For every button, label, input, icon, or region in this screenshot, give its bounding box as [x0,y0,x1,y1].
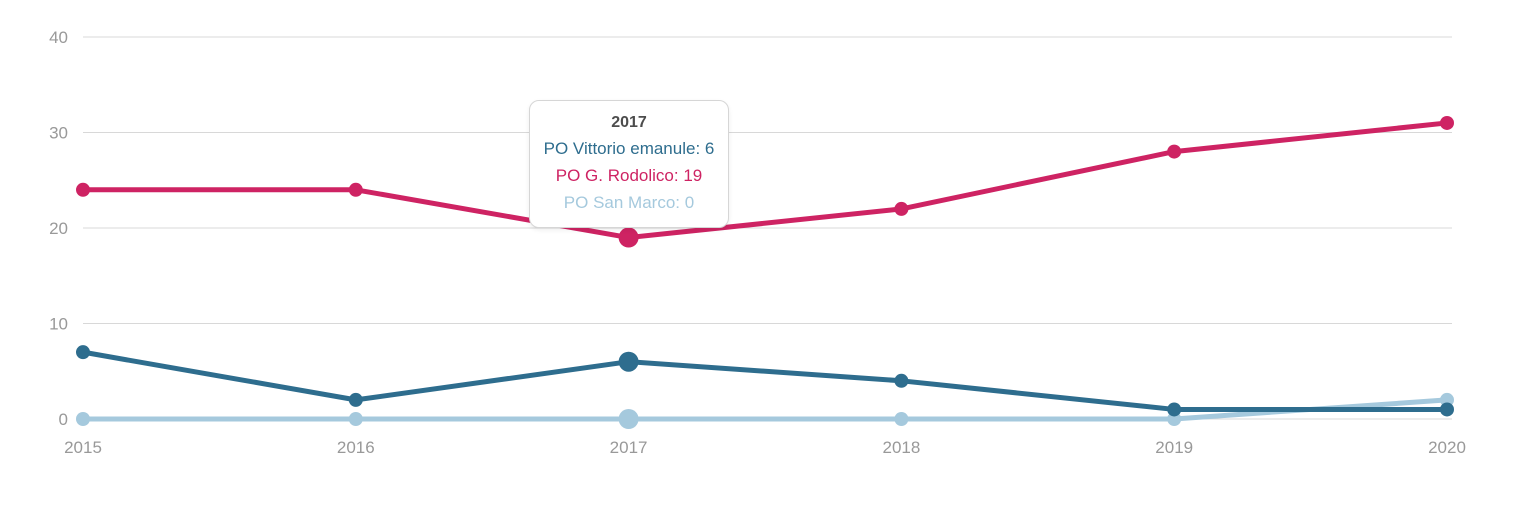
y-tick-label: 20 [49,219,68,238]
data-point-po-san-marco-2018[interactable] [894,412,909,426]
series-po-g-rodolico [76,115,1454,248]
x-tick-label: 2017 [610,438,648,457]
tooltip-items: PO Vittorio emanule: 6 PO G. Rodolico: 19… [530,135,728,216]
data-point-po-g-rodolico-2019[interactable] [1167,144,1182,159]
data-point-po-g-rodolico-2020[interactable] [1440,115,1454,130]
tooltip-item: PO Vittorio emanule: 6 [543,139,715,158]
data-point-po-g-rodolico-2016[interactable] [348,182,363,197]
data-point-po-vittorio-emanule-2020[interactable] [1440,402,1454,417]
x-tick-label: 2019 [1155,438,1193,457]
data-point-po-g-rodolico-2018[interactable] [894,201,909,216]
y-tick-label: 10 [49,315,68,334]
x-axis-labels: 2015 2016 2017 2018 2019 2020 [64,438,1466,457]
y-tick-label: 40 [49,28,68,47]
data-point-po-vittorio-emanule-2018[interactable] [894,373,909,388]
tooltip-title: 2017 [611,114,647,131]
series-line-po-g-rodolico [80,120,1450,241]
tooltip-item: PO San Marco: 0 [563,193,695,212]
y-axis-labels: 0 10 20 30 40 [49,28,68,429]
series-line-po-vittorio-emanule [80,349,1450,412]
chart-tooltip: 2017 PO Vittorio emanule: 6 PO G. Rodolic… [529,100,729,228]
x-tick-label: 2016 [337,438,375,457]
series-line-po-san-marco [80,397,1450,422]
y-tick-label: 0 [59,410,68,429]
x-tick-label: 2015 [64,438,102,457]
data-point-po-vittorio-emanule-2017[interactable] [618,351,639,372]
data-point-po-san-marco-2016[interactable] [348,412,363,426]
data-point-po-vittorio-emanule-2019[interactable] [1167,402,1182,417]
data-point-po-san-marco-2017[interactable] [618,409,639,429]
gridlines [83,36,1452,420]
data-point-po-vittorio-emanule-2016[interactable] [348,392,363,407]
series-po-vittorio-emanule [76,345,1454,417]
x-tick-label: 2020 [1428,438,1466,457]
x-tick-label: 2018 [882,438,920,457]
data-point-po-san-marco-2015[interactable] [76,412,90,426]
data-point-po-g-rodolico-2015[interactable] [76,182,90,197]
data-point-po-vittorio-emanule-2015[interactable] [76,345,90,360]
data-point-po-g-rodolico-2017[interactable] [618,227,639,248]
y-tick-label: 30 [49,124,68,143]
tooltip-item: PO G. Rodolico: 19 [555,166,703,185]
